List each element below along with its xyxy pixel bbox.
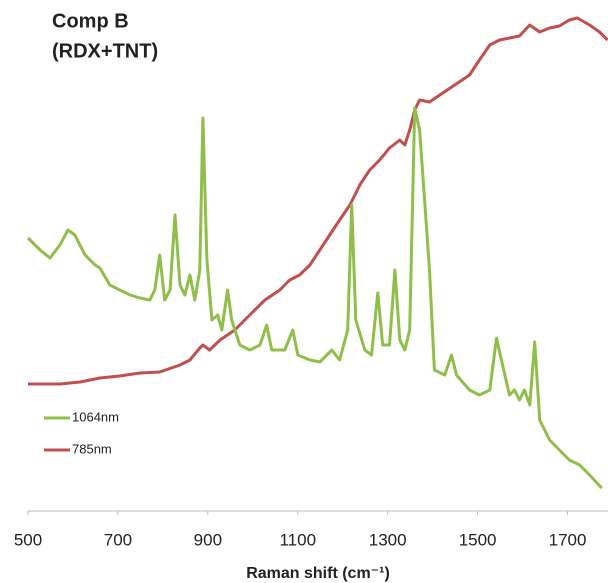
data-line — [26, 106, 603, 490]
legend-label: 1064nm — [72, 409, 119, 424]
legend-label: 785nm — [72, 441, 112, 456]
x-tick-label: 500 — [14, 530, 42, 549]
chart-subtitle: (RDX+TNT) — [52, 40, 158, 62]
x-tick-label: 900 — [194, 530, 222, 549]
x-tick-label: 1300 — [369, 530, 407, 549]
data-line — [28, 16, 608, 386]
x-tick-label: 1100 — [279, 530, 316, 549]
chart-title: Comp B — [52, 10, 129, 32]
x-tick-label: 1700 — [549, 530, 587, 549]
x-tick-label: 700 — [104, 530, 132, 549]
x-tick-label: 1500 — [459, 530, 497, 549]
x-axis-label: Raman shift (cm⁻¹) — [246, 565, 390, 582]
